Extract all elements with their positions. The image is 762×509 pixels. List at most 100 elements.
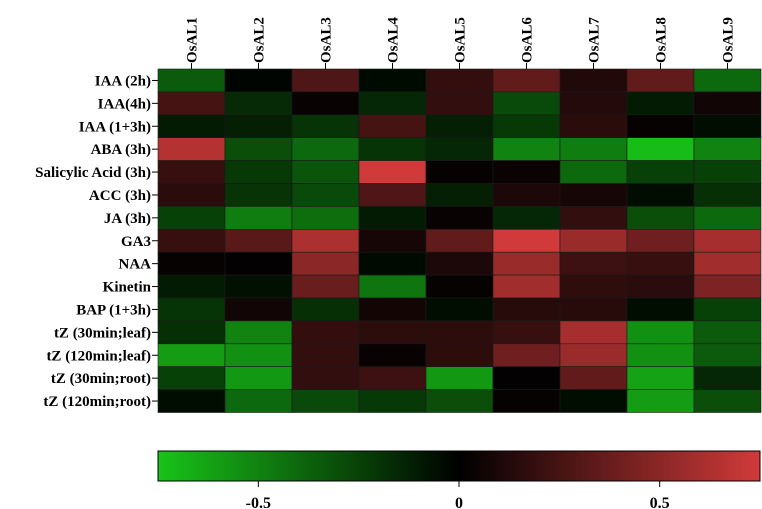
row-label: IAA (2h) xyxy=(95,73,151,89)
heatmap-cell xyxy=(626,297,695,322)
heatmap-cell xyxy=(157,68,226,93)
heatmap-cell xyxy=(626,320,695,345)
heatmap-cell xyxy=(626,91,695,116)
heatmap-cell xyxy=(492,91,561,116)
heatmap-cell xyxy=(358,366,427,390)
heatmap-cell xyxy=(291,297,360,322)
heatmap-cell xyxy=(559,389,628,413)
column-label: OsAL9 xyxy=(721,17,737,63)
heatmap-cell xyxy=(693,274,762,299)
heatmap-cell xyxy=(425,229,494,253)
heatmap-cell xyxy=(157,343,226,367)
heatmap-cell xyxy=(224,366,293,390)
heatmap-cell xyxy=(224,114,293,139)
heatmap-cell xyxy=(291,114,360,139)
heatmap-cell xyxy=(492,206,561,230)
heatmap-cell xyxy=(425,251,494,276)
heatmap-cell xyxy=(693,137,762,161)
row-label: tZ (30min;leaf) xyxy=(54,325,151,341)
heatmap-cell xyxy=(626,274,695,299)
heatmap-cell xyxy=(626,206,695,230)
heatmap-cell xyxy=(425,206,494,230)
column-label: OsAL5 xyxy=(453,17,469,63)
heatmap-cell xyxy=(559,274,628,299)
heatmap-cell xyxy=(559,229,628,253)
heatmap-cell xyxy=(693,343,762,367)
heatmap-cell xyxy=(157,206,226,230)
heatmap-cell xyxy=(559,160,628,184)
row-label: ABA (3h) xyxy=(91,142,151,158)
heatmap-cell xyxy=(224,91,293,116)
heatmap-cell xyxy=(425,343,494,367)
heatmap-cell xyxy=(224,68,293,93)
column-label: OsAL6 xyxy=(520,17,536,63)
heatmap-cell xyxy=(626,137,695,161)
heatmap-cell xyxy=(492,343,561,367)
heatmap-cell xyxy=(626,389,695,413)
row-label: IAA(4h) xyxy=(98,96,151,112)
heatmap-cell xyxy=(559,366,628,390)
row-label: GA3 xyxy=(121,234,151,250)
heatmap-cell xyxy=(693,251,762,276)
heatmap-cell xyxy=(291,91,360,116)
heatmap-cell xyxy=(559,137,628,161)
heatmap-cell xyxy=(157,91,226,116)
row-label: tZ (120min;leaf) xyxy=(46,348,151,364)
row-label: NAA xyxy=(119,257,152,273)
heatmap-cell xyxy=(358,251,427,276)
heatmap-cell xyxy=(224,229,293,253)
column-label: OsAL4 xyxy=(386,17,402,63)
heatmap-cell xyxy=(224,343,293,367)
heatmap-cell xyxy=(693,229,762,253)
heatmap-cell xyxy=(157,183,226,207)
heatmap-cell xyxy=(291,229,360,253)
heatmap-cell xyxy=(492,297,561,322)
row-label: IAA (1+3h) xyxy=(79,119,151,135)
heatmap-cell xyxy=(626,68,695,93)
heatmap-cell xyxy=(425,114,494,139)
heatmap-cell xyxy=(358,91,427,116)
heatmap-cell xyxy=(693,366,762,390)
heatmap-cell xyxy=(224,320,293,345)
row-label: tZ (120min;root) xyxy=(43,394,151,410)
heatmap-cell xyxy=(157,320,226,345)
heatmap-cell xyxy=(358,114,427,139)
column-labels: OsAL1 OsAL2 OsAL3 OsAL4 OsAL5 OsAL6 OsAL7 OsAL8… xyxy=(185,17,737,69)
heatmap-cell xyxy=(492,160,561,184)
heatmap-cell xyxy=(157,137,226,161)
column-label: OsAL8 xyxy=(654,17,670,63)
heatmap-cell xyxy=(626,229,695,253)
heatmap-cell xyxy=(425,389,494,413)
heatmap-cell xyxy=(492,183,561,207)
colorbar-tick-label: 0.5 xyxy=(650,495,670,509)
heatmap-cell xyxy=(291,343,360,367)
heatmap-cell xyxy=(358,320,427,345)
row-label: JA (3h) xyxy=(104,211,151,227)
heatmap-cell xyxy=(425,366,494,390)
heatmap-cell xyxy=(492,389,561,413)
heatmap-cell xyxy=(291,274,360,299)
heatmap-cell xyxy=(291,320,360,345)
heatmap-cell xyxy=(224,206,293,230)
colorbar-tick-label: 0 xyxy=(455,495,463,509)
heatmap-cell xyxy=(492,114,561,139)
heatmap-cell xyxy=(693,206,762,230)
column-label: OsAL1 xyxy=(185,17,201,63)
heatmap-cell xyxy=(626,366,695,390)
heatmap-cell xyxy=(358,274,427,299)
heatmap-cell xyxy=(425,91,494,116)
heatmap-cell xyxy=(693,114,762,139)
heatmap-cell xyxy=(559,343,628,367)
heatmap-cell xyxy=(559,114,628,139)
heatmap-cell xyxy=(693,320,762,345)
heatmap-cell xyxy=(425,137,494,161)
heatmap-cell xyxy=(559,320,628,345)
heatmap-cell xyxy=(157,297,226,322)
heatmap-cell xyxy=(559,251,628,276)
heatmap-cell xyxy=(157,229,226,253)
heatmap-cell xyxy=(358,68,427,93)
heatmap-cell xyxy=(224,183,293,207)
heatmap-cell xyxy=(358,229,427,253)
heatmap-cell xyxy=(291,206,360,230)
